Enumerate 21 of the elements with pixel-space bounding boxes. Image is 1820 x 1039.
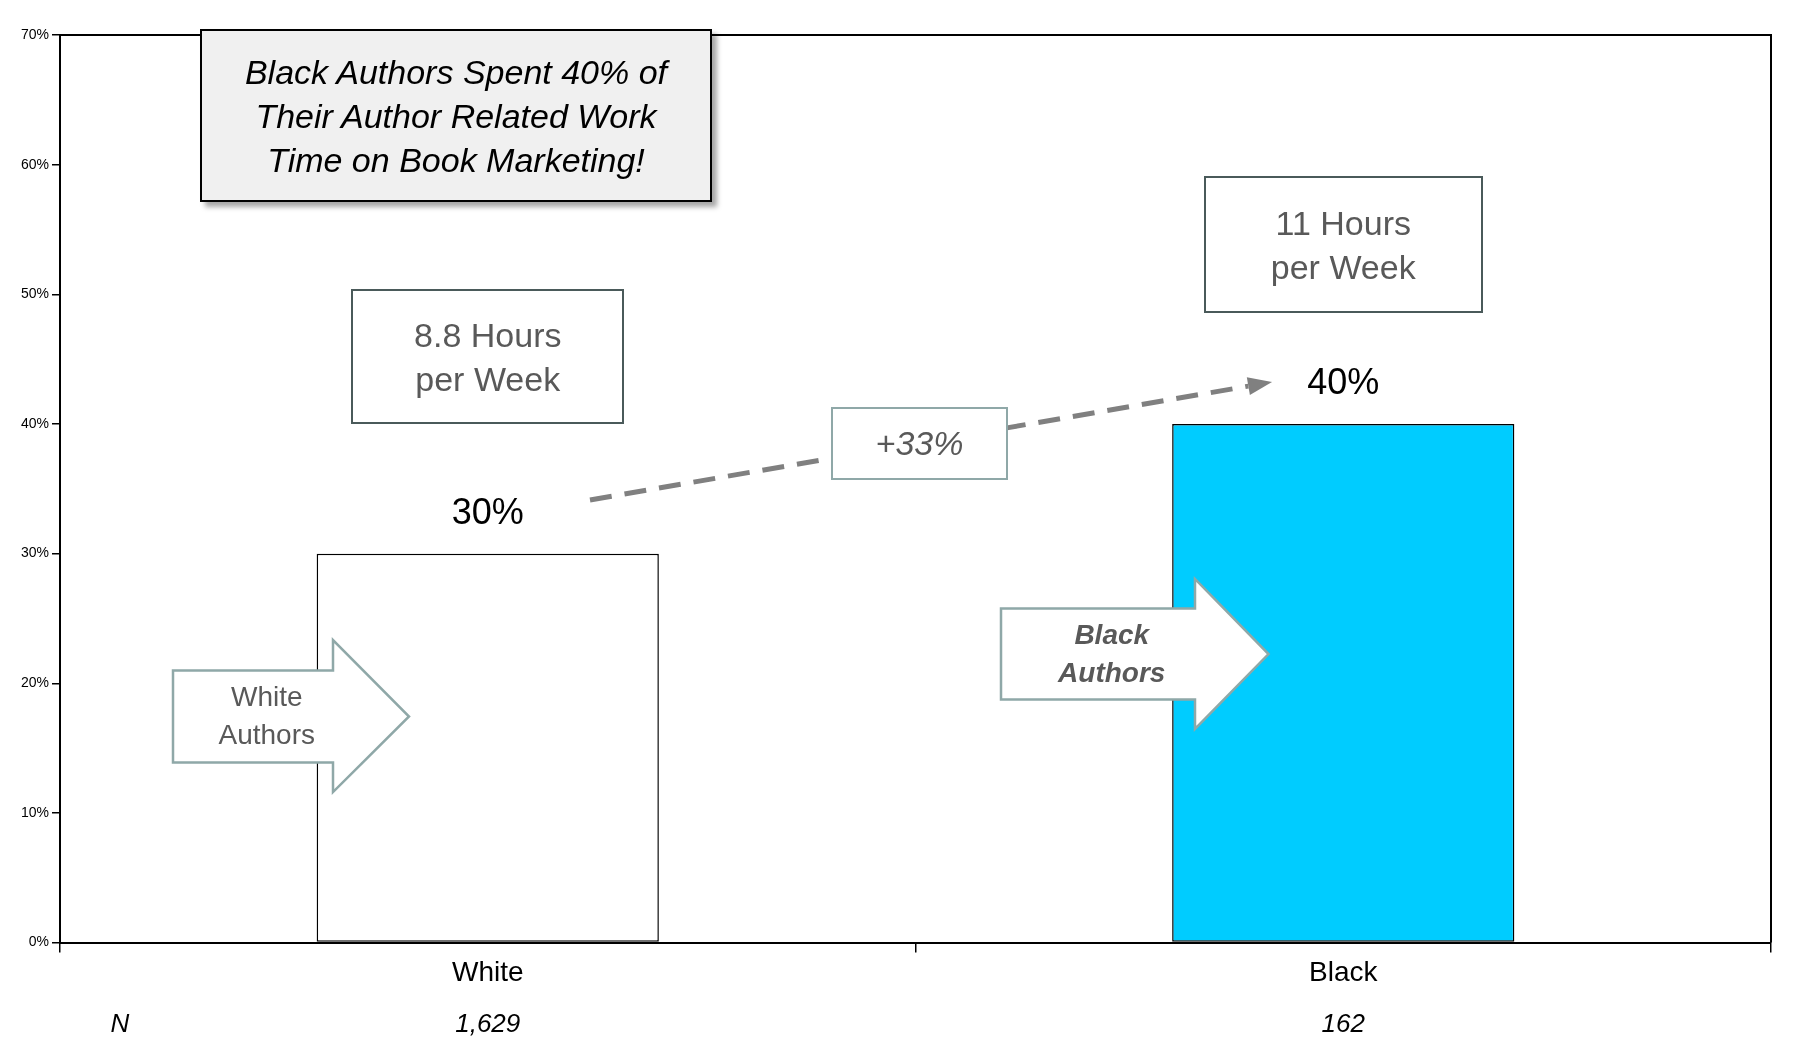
text: 162 xyxy=(1321,1007,1365,1039)
text: N xyxy=(110,1007,130,1039)
annotation: Black Authors xyxy=(1056,618,1167,691)
annotation: 11 Hours per Week xyxy=(1269,202,1417,288)
y-tick-label: 60% xyxy=(20,155,49,172)
y-tick-label: 70% xyxy=(20,25,49,42)
y-tick-label: 40% xyxy=(20,414,49,431)
annotation: 8.8 Hours per Week xyxy=(413,314,563,400)
y-tick-label: 50% xyxy=(20,285,49,302)
annotation: White Authors xyxy=(217,680,316,752)
text: Black Authors Spent 40% of Their Author Related Work Time on Book Marketing! xyxy=(243,51,671,181)
x-tick-label: White xyxy=(451,956,524,988)
annotation: +33% xyxy=(875,423,964,463)
y-tick-label: 30% xyxy=(20,544,49,561)
data-label: 40% xyxy=(1307,360,1380,402)
x-tick-label: Black xyxy=(1309,956,1379,988)
y-tick-label: 10% xyxy=(20,803,49,820)
data-label: 30% xyxy=(451,490,524,532)
y-tick-label: 20% xyxy=(20,674,49,691)
text: 1,629 xyxy=(455,1007,521,1039)
y-tick-label: 0% xyxy=(28,933,49,950)
